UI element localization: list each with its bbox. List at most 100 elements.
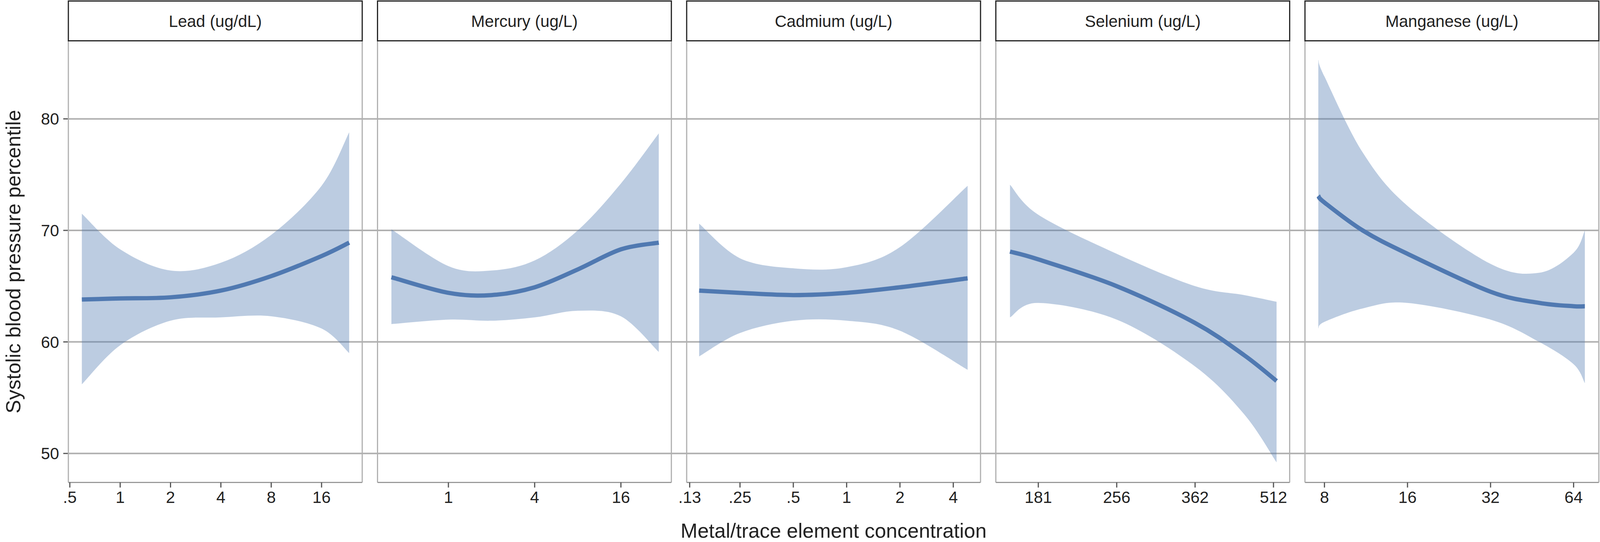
grid-line	[68, 117, 1599, 120]
panel-border	[995, 40, 997, 483]
x-tick	[689, 482, 691, 488]
y-tick-label: 50	[41, 444, 60, 463]
x-tick-label: .5	[62, 488, 77, 507]
confidence-band	[1010, 184, 1277, 463]
x-tick-label: 362	[1181, 488, 1209, 507]
x-tick-label: 2	[166, 488, 175, 507]
marks	[1010, 184, 1277, 463]
confidence-band	[82, 132, 350, 385]
panel-border	[361, 40, 363, 483]
x-tick-label: 4	[530, 488, 540, 507]
panel: Lead (ug/dL) .5 1 2 4 8 16	[62, 1, 363, 507]
x-axis-title: Metal/trace element concentration	[680, 519, 987, 542]
x-tick	[620, 482, 622, 488]
y-tick	[63, 453, 69, 455]
fit-line	[1010, 251, 1277, 381]
x-tick	[220, 482, 222, 488]
panel-title: Cadmium (ug/L)	[774, 12, 893, 31]
fit-line	[1318, 195, 1585, 307]
fit-line	[391, 242, 659, 296]
x-tick-label: 32	[1481, 488, 1500, 507]
panel-title: Mercury (ug/L)	[471, 12, 578, 31]
panel: Selenium (ug/L) 181 256 362 512	[995, 1, 1290, 507]
panel-border	[1304, 40, 1306, 483]
x-axis-line	[1305, 482, 1599, 484]
x-tick-label: 8	[1319, 488, 1329, 507]
x-axis-line	[68, 482, 363, 484]
x-tick-label: .25	[728, 488, 752, 507]
x-tick-label: 16	[1398, 488, 1417, 507]
x-tick-label: 16	[312, 488, 331, 507]
y-tick	[63, 230, 69, 232]
panel-header	[377, 1, 672, 42]
panel-title: Manganese (ug/L)	[1385, 12, 1519, 31]
x-tick	[1116, 482, 1118, 488]
y-tick-label: 70	[41, 221, 60, 240]
x-tick	[1194, 482, 1196, 488]
x-tick	[1573, 482, 1575, 488]
x-tick-label: .5	[786, 488, 800, 507]
marks	[82, 132, 350, 385]
panel: Manganese (ug/L) 8 16 32 64	[1305, 1, 1599, 507]
panel-border	[685, 40, 688, 483]
panel: Cadmium (ug/L) .13 .25 .5 1 2 4	[678, 1, 981, 507]
x-tick	[1037, 482, 1040, 488]
grid-line	[68, 452, 1599, 455]
panel-border	[670, 40, 672, 483]
x-tick	[447, 482, 449, 488]
panel-header	[995, 1, 1290, 42]
x-tick	[1407, 482, 1409, 488]
confidence-band	[391, 133, 659, 353]
x-tick	[899, 482, 901, 488]
x-tick	[1323, 482, 1325, 488]
fit-line	[82, 242, 350, 300]
grid-line	[68, 341, 1599, 343]
chart: 50 60 70 80 Systolic blood pressure percenti…	[0, 0, 1600, 542]
x-tick	[952, 482, 954, 488]
x-tick	[846, 482, 848, 488]
y-tick	[63, 118, 69, 120]
y-tick-label: 80	[41, 109, 60, 129]
panel-title: Selenium (ug/L)	[1084, 12, 1201, 31]
x-tick	[792, 482, 794, 488]
y-axis-title: Systolic blood pressure percentile	[1, 109, 25, 414]
fit-line	[699, 278, 968, 296]
panel-border	[1289, 40, 1291, 483]
x-tick-label: 16	[611, 488, 631, 507]
x-tick	[69, 482, 71, 488]
x-axis-line	[995, 482, 1290, 484]
x-tick	[1273, 482, 1275, 488]
x-axis-line	[686, 482, 981, 484]
x-tick	[739, 482, 741, 488]
x-tick-label: 181	[1024, 488, 1052, 507]
x-tick-label: 1	[842, 488, 852, 507]
x-tick-label: 2	[895, 488, 905, 507]
panel-border	[1598, 40, 1600, 483]
y-tick-label: 60	[41, 333, 60, 352]
x-tick-label: 512	[1259, 488, 1288, 507]
x-tick	[533, 482, 536, 488]
x-tick-label: 256	[1103, 488, 1131, 507]
marks	[391, 133, 659, 353]
panel-header	[1305, 1, 1599, 42]
x-tick-label: 1	[443, 488, 453, 507]
x-tick-label: .13	[678, 488, 701, 507]
marks	[699, 185, 968, 370]
x-tick	[169, 482, 172, 488]
x-tick-label: 4	[948, 488, 958, 507]
panel-header	[686, 1, 981, 42]
panel-title: Lead (ug/dL)	[168, 12, 262, 31]
panel: Mercury (ug/L) 1 4 16	[377, 1, 672, 507]
x-tick-label: 1	[115, 488, 125, 507]
confidence-band	[699, 185, 968, 370]
x-axis-line	[377, 482, 672, 484]
marks	[1318, 59, 1585, 384]
x-tick	[119, 482, 121, 488]
x-tick-label: 4	[216, 488, 226, 507]
x-tick-label: 8	[266, 488, 276, 507]
confidence-band	[1318, 59, 1585, 384]
x-tick	[321, 482, 323, 488]
x-tick-label: 64	[1564, 488, 1583, 507]
panel-header	[68, 1, 363, 42]
panel-border	[980, 40, 982, 483]
